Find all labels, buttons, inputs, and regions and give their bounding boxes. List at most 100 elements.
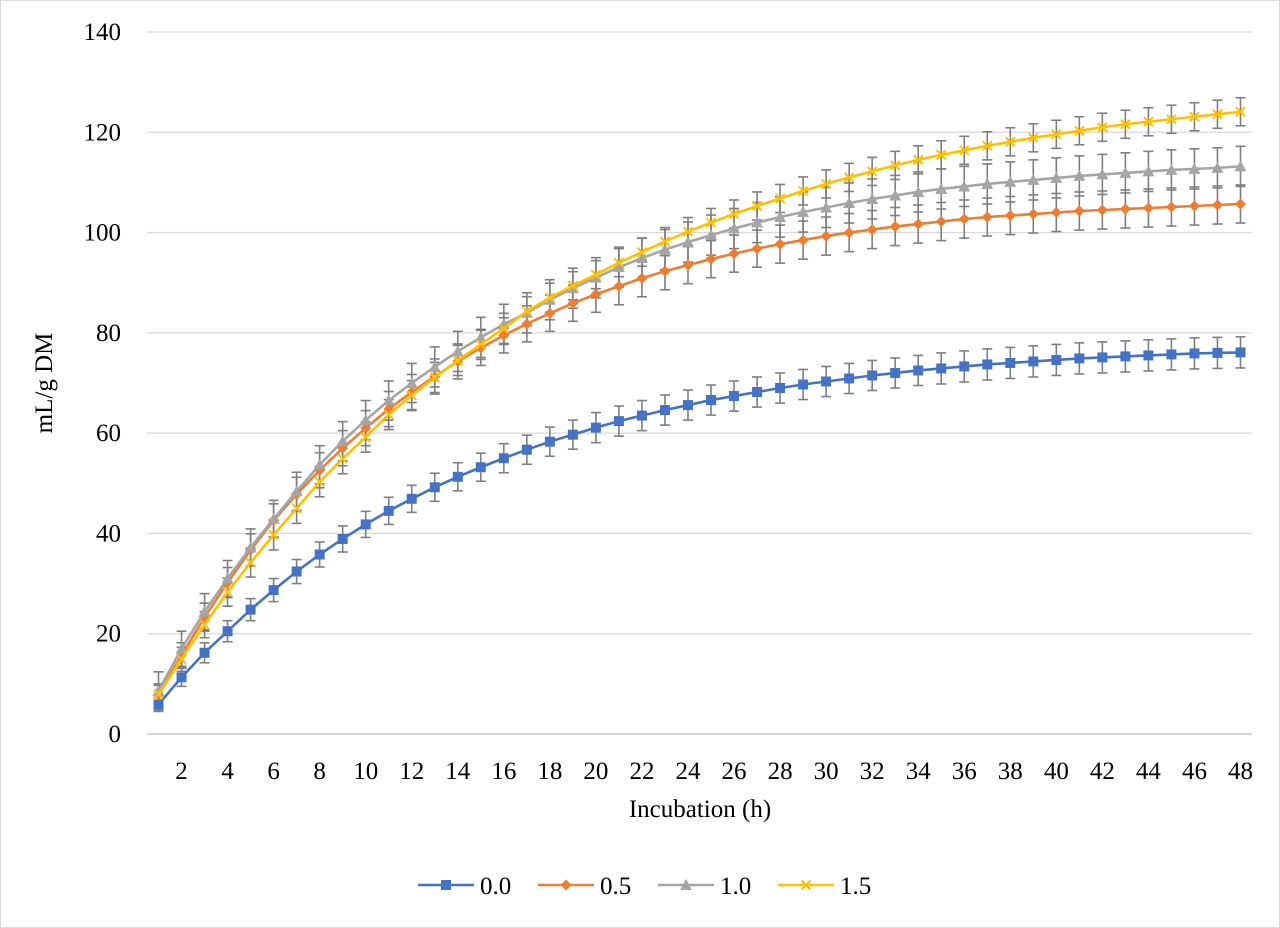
marker-triangle: [751, 216, 764, 228]
marker-triangle: [635, 252, 648, 264]
x-tick-label: 20: [583, 758, 608, 785]
marker-triangle: [1188, 162, 1201, 174]
marker-diamond: [912, 218, 924, 230]
marker-square: [222, 626, 233, 637]
marker-x-stroke: [800, 879, 812, 891]
marker-diamond: [1004, 210, 1016, 222]
x-tick-label: 26: [722, 758, 747, 785]
marker-x: [429, 372, 440, 383]
marker-square: [567, 429, 578, 440]
marker-square: [936, 363, 947, 374]
marker-triangle: [290, 485, 303, 497]
marker-square: [199, 647, 210, 658]
marker-x-stroke: [705, 217, 717, 228]
marker-square: [867, 370, 878, 381]
marker-diamond: [613, 280, 625, 292]
marker-triangle: [313, 458, 326, 470]
marker-triangle: [221, 572, 234, 584]
marker-x-stroke: [521, 306, 533, 317]
marker-diamond: [705, 253, 717, 265]
y-tick-label: 60: [96, 420, 121, 447]
y-tick-label: 80: [96, 320, 121, 347]
marker-triangle: [1050, 171, 1063, 183]
x-tick-label: 42: [1090, 758, 1115, 785]
y-tick-label: 140: [84, 19, 122, 46]
marker-x: [1097, 122, 1108, 133]
x-tick-label: 22: [629, 758, 654, 785]
marker-x-stroke: [429, 372, 440, 383]
marker-x: [337, 453, 348, 464]
marker-diamond: [889, 221, 901, 233]
marker-x: [774, 193, 786, 204]
grid-layer: [147, 31, 1252, 735]
marker-x: [199, 619, 210, 630]
marker-x: [866, 166, 878, 177]
marker-square: [959, 361, 970, 372]
marker-triangle: [981, 177, 994, 189]
x-tick-label: 10: [353, 758, 378, 785]
marker-x: [659, 236, 671, 247]
marker-diamond: [866, 224, 878, 236]
marker-triangle: [244, 541, 257, 553]
marker-diamond: [1142, 202, 1154, 214]
marker-triangle: [152, 684, 165, 696]
marker-x: [245, 557, 256, 568]
marker-triangle: [820, 201, 833, 213]
marker-triangle: [382, 394, 395, 406]
marker-triangle: [1073, 169, 1086, 181]
marker-square: [636, 410, 647, 421]
marker-x-stroke: [1212, 109, 1223, 120]
marker-x-stroke: [1074, 125, 1085, 136]
x-tick-label: 8: [313, 758, 326, 785]
marker-square: [291, 566, 302, 577]
marker-square: [729, 391, 740, 402]
marker-square: [659, 405, 670, 416]
marker-diamond: [567, 297, 579, 309]
marker-triangle: [1165, 163, 1178, 175]
marker-square: [982, 359, 993, 370]
marker-square: [1189, 348, 1200, 359]
marker-square: [360, 519, 371, 530]
marker-diamond: [843, 227, 855, 239]
marker-diamond: [958, 213, 970, 225]
marker-x: [820, 178, 832, 190]
marker-x-stroke: [314, 476, 325, 487]
marker-diamond: [682, 259, 694, 271]
marker-square: [1074, 353, 1085, 364]
x-tick-label: 34: [906, 758, 932, 785]
marker-square: [775, 383, 786, 394]
marker-x: [176, 654, 187, 665]
marker-triangle: [474, 331, 487, 343]
marker-x-stroke: [567, 280, 579, 291]
marker-triangle: [175, 642, 188, 654]
marker-triangle: [198, 605, 211, 617]
marker-triangle: [935, 182, 948, 194]
marker-square: [682, 400, 693, 411]
marker-triangle: [612, 261, 625, 273]
legend-item-0.0: 0.0: [418, 873, 511, 900]
marker-x: [1143, 116, 1154, 127]
marker-square: [913, 365, 924, 376]
marker-x-stroke: [199, 619, 210, 630]
marker-x: [383, 409, 394, 420]
marker-diamond: [1050, 207, 1062, 219]
marker-triangle: [658, 243, 671, 255]
marker-x-stroke: [912, 154, 924, 166]
marker-diamond: [728, 248, 740, 260]
marker-x: [360, 431, 371, 443]
marker-diamond: [1027, 208, 1039, 220]
marker-square: [521, 444, 532, 455]
marker-x: [1120, 119, 1131, 130]
marker-x: [800, 879, 812, 891]
marker-x: [452, 355, 463, 366]
marker-x-stroke: [659, 236, 671, 247]
marker-x: [498, 323, 510, 334]
marker-triangle: [336, 435, 349, 447]
x-tick-label: 4: [221, 758, 234, 785]
marker-triangle: [428, 360, 441, 372]
marker-square: [337, 533, 348, 544]
marker-x-stroke: [222, 586, 233, 598]
marker-x-stroke: [866, 166, 878, 177]
